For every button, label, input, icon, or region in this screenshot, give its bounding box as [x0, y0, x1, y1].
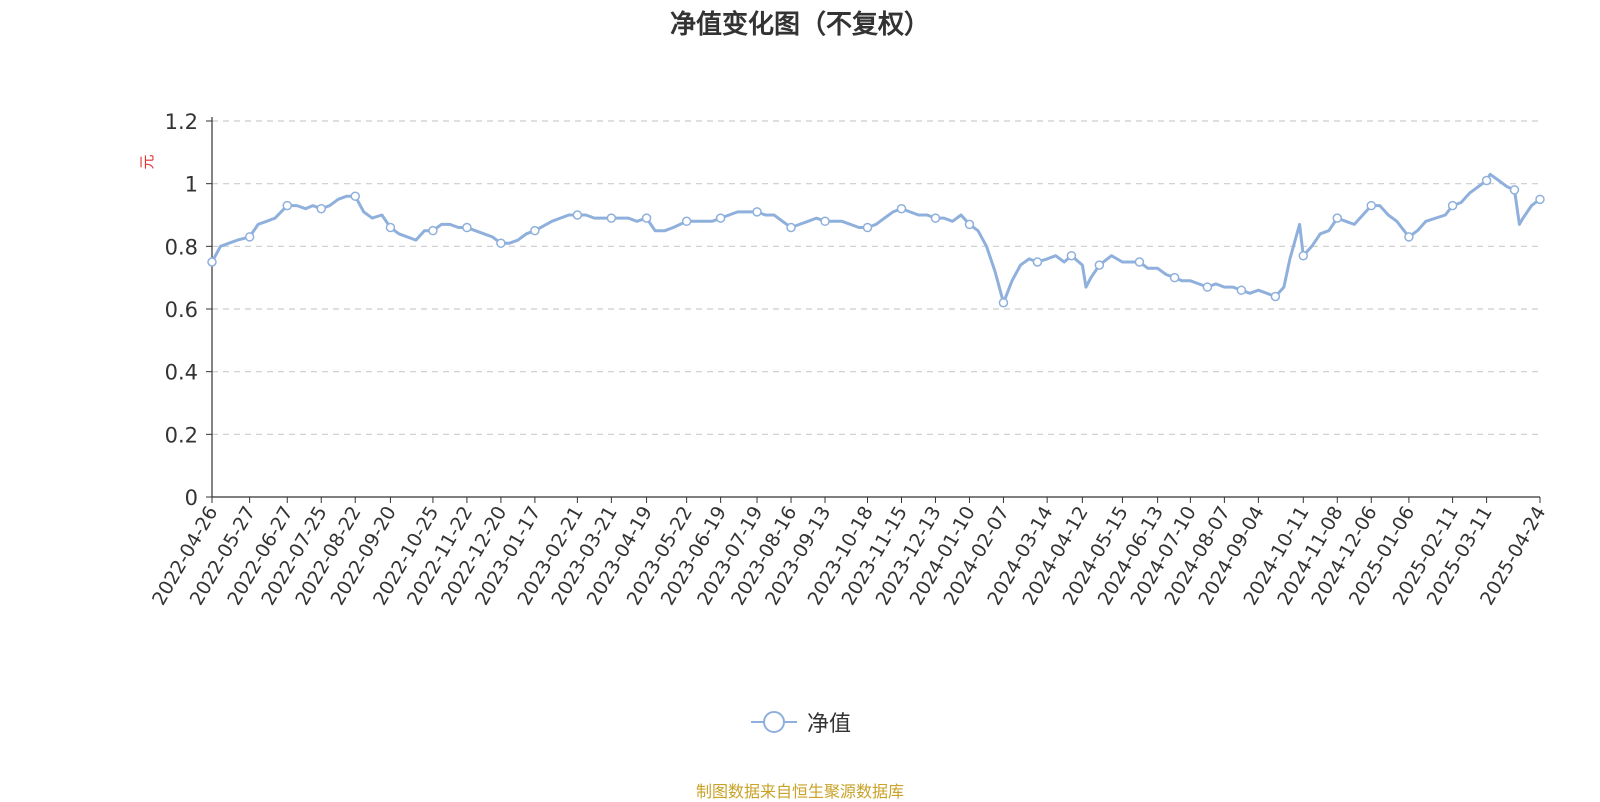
data-point — [428, 225, 438, 236]
data-point — [896, 203, 907, 214]
data-point — [282, 200, 293, 211]
data-point — [964, 219, 975, 230]
data-point — [1032, 257, 1043, 267]
data-point — [1202, 282, 1213, 292]
data-point — [530, 225, 540, 236]
data-point — [1332, 213, 1343, 223]
data-point — [1404, 232, 1414, 242]
y-axis-label: 元 — [138, 154, 156, 169]
data-point — [752, 207, 762, 217]
data-point — [1236, 285, 1247, 295]
data-point — [862, 222, 873, 233]
data-point — [681, 216, 692, 227]
data-point — [1447, 200, 1458, 211]
legend[interactable]: 净值 — [0, 706, 1600, 738]
chart-title: 净值变化图（不复权） — [669, 10, 930, 40]
y-tick-label: 0.6 — [165, 298, 198, 322]
y-tick-label: 1.2 — [165, 110, 198, 134]
data-source-note: 制图数据来自恒生聚源数据库 — [695, 782, 904, 801]
data-point — [1094, 260, 1105, 270]
data-point — [462, 222, 472, 233]
data-point — [1134, 257, 1145, 267]
data-point — [1535, 194, 1545, 205]
data-point — [930, 213, 941, 223]
data-point — [385, 222, 396, 233]
y-tick-label: 0.8 — [165, 235, 198, 259]
data-point — [1481, 175, 1492, 186]
data-point — [207, 257, 217, 267]
data-point — [350, 191, 360, 201]
data-point — [998, 297, 1009, 308]
data-point — [786, 222, 796, 233]
data-point — [1169, 272, 1180, 283]
data-point — [1366, 200, 1377, 211]
data-point — [715, 213, 726, 223]
data-point — [1509, 185, 1520, 195]
data-point — [316, 203, 327, 214]
data-point — [820, 216, 830, 227]
data-point — [606, 213, 617, 223]
legend-label: 净值 — [806, 712, 851, 737]
data-point — [1066, 250, 1077, 261]
data-point — [1298, 250, 1309, 261]
series-line — [210, 172, 1541, 305]
legend-line-icon — [750, 711, 797, 733]
y-tick-label: 1 — [185, 173, 198, 197]
series — [207, 172, 1545, 308]
data-point — [572, 210, 583, 220]
gridlines — [212, 120, 1540, 435]
data-point — [641, 213, 652, 223]
y-tick-label: 0 — [185, 486, 198, 510]
data-point — [1270, 291, 1281, 302]
y-tick-label: 0.4 — [165, 361, 198, 385]
data-point — [496, 238, 506, 248]
y-tick-label: 0.2 — [165, 423, 198, 447]
data-point — [244, 232, 255, 242]
axes: 00.20.40.60.811.22022-04-262022-05-27202… — [148, 110, 1550, 609]
